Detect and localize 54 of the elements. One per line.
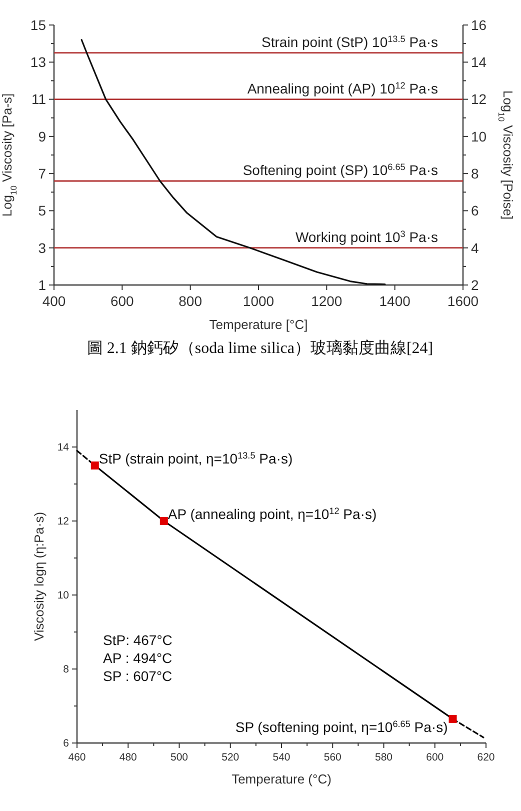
x-tick-label: 560 [324,752,342,764]
annotation: SP (softening point, η=10$^{6.65}$ Pa·s) [235,718,448,735]
y-tick-label: 8 [63,664,70,676]
annotation: StP (strain point, η=10$^{13.5}$ Pa·s) [98,450,293,466]
y-tick-label: 13 [30,54,46,70]
y-tick-label: 12 [57,516,70,528]
y2-tick-label: 8 [471,165,479,182]
x-tick-label: 1200 [311,293,342,309]
caption: 圖 2.1 鈉鈣矽（soda lime silica）玻璃黏度曲線[24] [86,339,434,357]
y2-tick-label: 12 [471,91,487,108]
y-tick-label: 7 [38,165,46,182]
point [90,462,99,470]
x-tick-label: 1600 [447,293,479,309]
ref-line-label: Strain point (StP) 10$^{13.5}$ Pa·s [262,34,438,50]
point [448,714,457,723]
x-tick-label: 800 [178,293,202,309]
y2-tick-label: 10 [471,128,487,144]
ref-line-label: Softening point (SP) 10$^{6.65}$ Pa·s [242,162,438,178]
y-tick-label: 3 [38,240,46,256]
x-tick-label: 460 [68,752,86,764]
x-tick-label: 1000 [242,293,274,309]
x-tick-label: 1400 [379,293,411,309]
y-tick-label: 15 [30,16,46,33]
x-tick-label: 520 [222,752,240,764]
y2-tick-label: 16 [471,16,487,33]
point [160,517,168,525]
x-tick-label: 500 [170,752,188,764]
y-tick-label: 11 [31,91,46,108]
y-tick-label: 14 [57,442,70,454]
y-axis-title: Viscosity logη (η:Pa·s) [32,512,47,642]
x-tick-label: 540 [272,752,290,764]
ref-line-label: Annealing point (AP) 10$^{12}$ Pa·s [247,80,438,96]
x-axis-title: Temperature [°C] [209,317,308,332]
annotation: AP : 494°C [103,650,172,666]
x-tick-label: 400 [42,293,66,309]
y-tick-label: 1 [38,276,46,293]
y2-tick-label: 2 [471,276,479,293]
y2-tick-label: 4 [471,240,479,256]
y-tick-label: 5 [38,202,46,219]
y2-tick-label: 14 [471,54,487,70]
x-tick-label: 580 [374,752,393,764]
annotation: StP: 467°C [103,632,172,648]
ref-line-label: Working point 10$^{3}$ Pa·s [295,228,438,245]
y-tick-label: 10 [57,590,70,602]
y-tick-label: 9 [38,128,46,144]
x-tick-label: 600 [426,752,444,764]
annotation: SP : 607°C [103,668,172,684]
x-tick-label: 600 [110,293,134,309]
x-tick-label: 480 [119,752,138,764]
y-tick-label: 6 [63,738,70,750]
annotation: AP (annealing point, η=10$^{12}$ Pa·s) [168,506,377,522]
x-tick-label: 620 [477,752,495,764]
x-axis-title: Temperature (°C) [232,772,332,786]
y2-tick-label: 6 [471,202,479,219]
